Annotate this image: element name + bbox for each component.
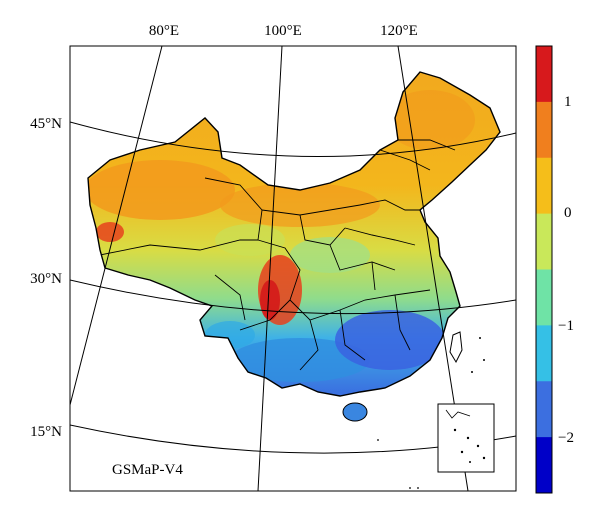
colorbar-band bbox=[536, 101, 552, 159]
product-label: GSMaP-V4 bbox=[112, 462, 183, 478]
scattered-islands bbox=[377, 337, 485, 489]
colorbar-band bbox=[536, 381, 552, 438]
colorbar-band bbox=[536, 269, 552, 326]
colorbar-tick-minus-1: −1 bbox=[558, 318, 574, 334]
colorbar-frame bbox=[535, 45, 553, 494]
colorbar-band bbox=[536, 157, 552, 215]
longitude-label-80e: 80°E bbox=[149, 23, 179, 39]
latitude-label-45n: 45°N bbox=[30, 116, 62, 132]
colorbar-band bbox=[536, 213, 552, 270]
province-boundaries bbox=[99, 139, 456, 371]
longitude-label-100e: 100°E bbox=[264, 23, 302, 39]
latitude-label-15n: 15°N bbox=[30, 424, 62, 440]
colorbar-band bbox=[536, 325, 552, 382]
hainan-island bbox=[342, 402, 368, 422]
colorbar-tick-0: 0 bbox=[564, 205, 572, 221]
colorbar-tick-1: 1 bbox=[564, 94, 572, 110]
colorbar-band bbox=[536, 46, 552, 103]
latitude-label-30n: 30°N bbox=[30, 271, 62, 287]
colorbar bbox=[536, 46, 552, 494]
colorbar-band bbox=[536, 437, 552, 494]
longitude-label-120e: 120°E bbox=[380, 23, 418, 39]
colorbar-tick-minus-2: −2 bbox=[558, 430, 574, 446]
china-land-fill bbox=[87, 71, 501, 397]
taiwan-island bbox=[449, 331, 463, 364]
south-china-sea-inset bbox=[437, 403, 495, 473]
